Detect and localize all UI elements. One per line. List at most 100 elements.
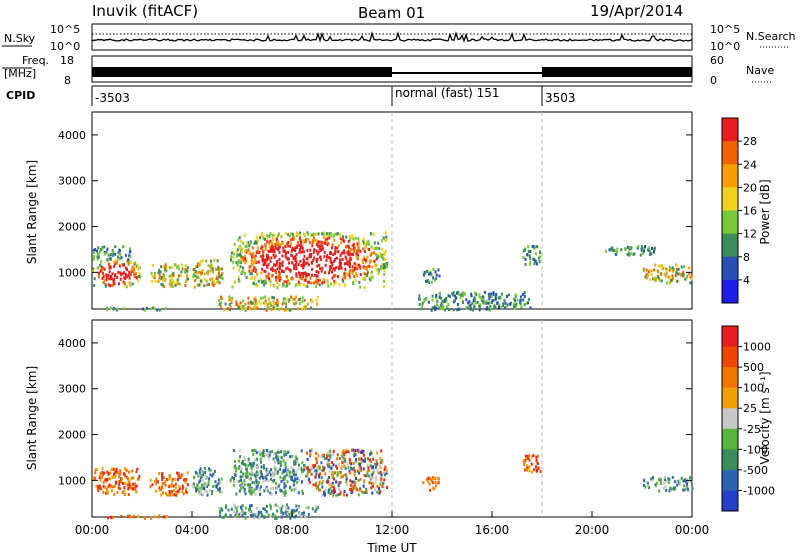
data-cell [294,259,297,262]
data-cell [252,490,255,494]
data-cell [380,477,383,481]
data-cell [232,256,235,260]
data-cell [109,284,112,288]
data-cell [539,255,542,259]
data-cell [314,456,317,460]
data-cell [278,451,281,454]
data-cell [255,241,258,245]
data-cell [131,282,134,286]
data-cell [301,461,304,465]
data-cell [338,470,341,474]
data-cell [347,240,350,243]
data-cell [265,308,268,312]
data-cell [306,471,309,475]
data-cell [453,294,456,298]
data-cell [307,237,310,241]
nsearch-tick-bottom: 10^0 [710,40,740,53]
data-cell [297,506,300,510]
data-cell [318,283,321,287]
data-cell [358,265,361,269]
data-cell [272,300,275,304]
data-cell [688,266,691,270]
data-cell [363,286,366,289]
data-cell [158,308,161,312]
data-cell [215,277,218,280]
data-cell [267,256,270,260]
data-cell [327,465,330,469]
data-cell [317,244,319,248]
data-cell [610,246,613,250]
data-cell [293,461,296,465]
data-cell [318,278,321,282]
data-cell [274,307,277,311]
data-cell [254,304,257,308]
data-cell [266,257,269,261]
data-cell [362,453,365,457]
data-cell [645,276,648,280]
data-cell [267,453,269,457]
data-cell [431,306,434,310]
data-cell [129,284,132,288]
data-cell [313,273,316,277]
data-cell [677,479,680,483]
data-cell [185,280,188,283]
data-cell [380,449,383,453]
data-cell [107,263,110,267]
data-cell [480,297,483,301]
data-cell [309,233,312,237]
data-cell [314,469,317,473]
data-cell [522,298,525,302]
data-cell [376,484,379,488]
data-cell [658,276,661,280]
data-cell [338,283,341,287]
data-cell [467,301,470,305]
data-cell [646,484,649,488]
data-cell [354,449,357,452]
data-cell [640,249,643,252]
data-cell [132,476,134,480]
data-cell [650,252,653,256]
data-cell [282,477,285,481]
data-cell [368,248,371,251]
data-cell [263,466,265,470]
data-cell [220,267,223,271]
data-cell [285,256,288,260]
data-cell [243,488,246,492]
data-cell [198,263,201,267]
data-cell [688,271,691,275]
data-cell [460,293,463,297]
data-cell [175,493,178,497]
data-cell [185,491,188,495]
data-cell [233,252,236,256]
data-cell [269,249,272,253]
colorbar-tick-label: 25 [743,402,757,415]
data-cell [359,273,362,276]
data-cell [662,486,665,490]
data-cell [127,470,130,474]
data-cell [369,275,372,279]
data-cell [328,236,331,240]
data-cell [201,478,204,482]
data-cell [658,489,661,493]
data-cell [186,483,189,487]
data-cell [344,466,347,470]
data-cell [244,506,247,510]
data-cell [285,251,287,255]
data-cell [97,253,100,257]
data-cell [260,485,263,489]
data-cell [268,301,271,305]
data-cell [104,252,106,256]
cpid-label: CPID [6,89,35,102]
data-cell [269,259,272,263]
data-cell [290,488,293,492]
data-cell [355,458,357,462]
data-cell [306,457,309,461]
data-cell [331,263,334,267]
xtick-label: 00:00 [675,523,710,537]
data-cell [242,462,245,466]
data-cell [177,264,180,268]
colorbar-segment [722,367,738,389]
data-cell [371,270,374,274]
data-cell [362,239,365,243]
data-cell [520,302,523,306]
